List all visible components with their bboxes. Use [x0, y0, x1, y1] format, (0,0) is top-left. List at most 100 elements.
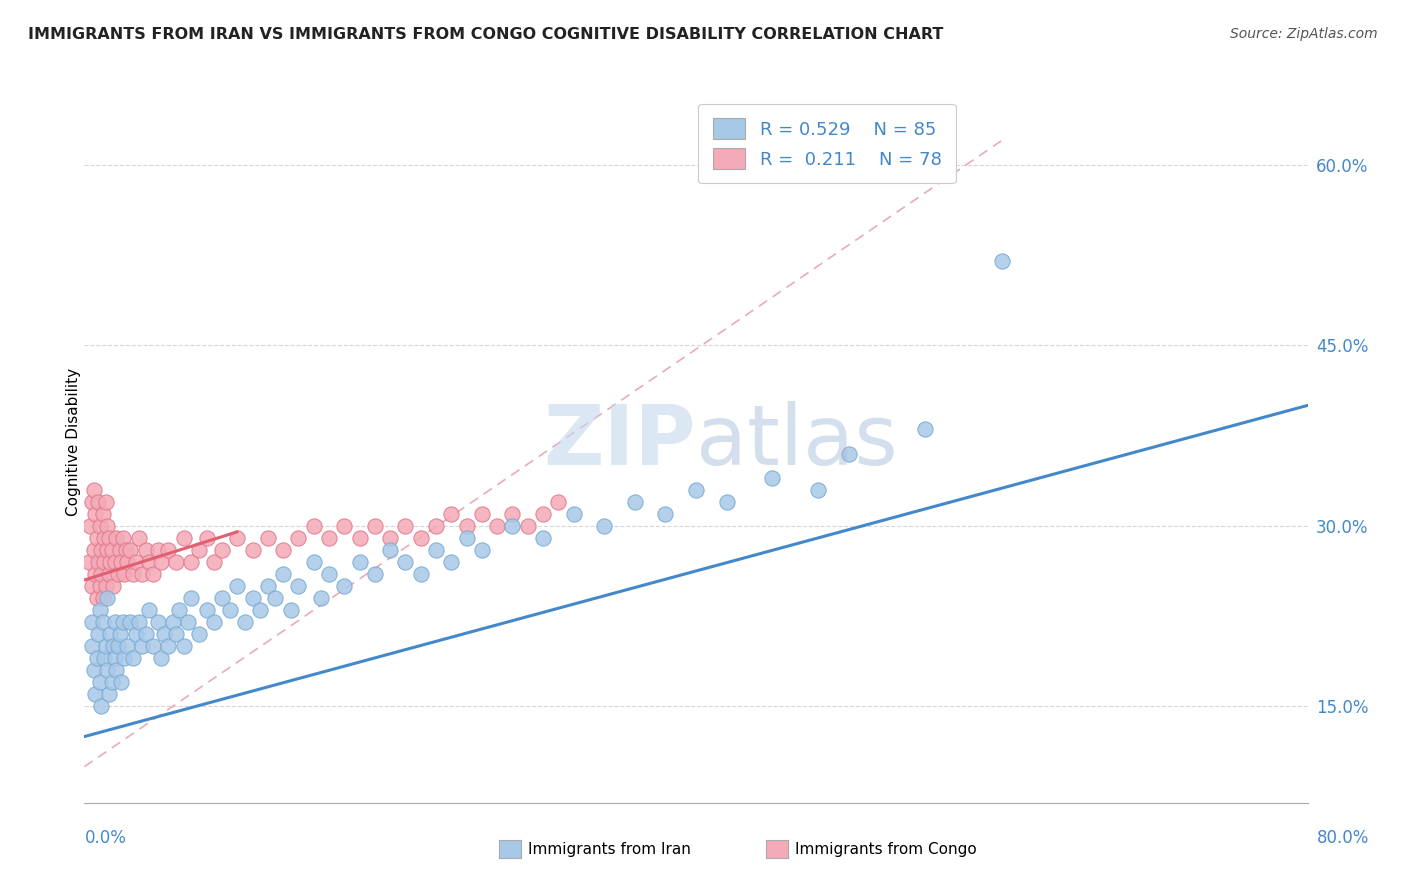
- Point: [302, 555, 325, 569]
- Point: [104, 615, 127, 630]
- Point: [108, 627, 131, 641]
- Point: [271, 542, 294, 557]
- Point: [531, 531, 554, 545]
- Point: [531, 507, 554, 521]
- Y-axis label: Cognitive Disability: Cognitive Disability: [66, 368, 80, 516]
- Point: [287, 531, 309, 545]
- Point: [456, 531, 478, 545]
- Point: [180, 591, 202, 606]
- Point: [97, 687, 120, 701]
- Point: [287, 579, 309, 593]
- Point: [471, 542, 494, 557]
- Point: [86, 651, 108, 665]
- Point: [142, 567, 165, 582]
- Point: [425, 542, 447, 557]
- Point: [79, 519, 101, 533]
- Point: [149, 555, 172, 569]
- Point: [122, 567, 145, 582]
- Point: [90, 542, 112, 557]
- Point: [409, 567, 432, 582]
- Point: [409, 531, 432, 545]
- Point: [364, 519, 387, 533]
- Point: [218, 603, 240, 617]
- Point: [96, 664, 118, 678]
- Point: [96, 591, 118, 606]
- Point: [264, 591, 287, 606]
- Point: [157, 542, 180, 557]
- Point: [97, 531, 120, 545]
- Point: [249, 603, 271, 617]
- Point: [188, 627, 211, 641]
- Point: [115, 555, 138, 569]
- Point: [91, 507, 114, 521]
- Point: [242, 542, 264, 557]
- Point: [131, 639, 153, 653]
- Point: [838, 447, 860, 461]
- Point: [91, 615, 114, 630]
- Point: [349, 531, 371, 545]
- Point: [654, 507, 676, 521]
- Point: [131, 567, 153, 582]
- Point: [685, 483, 707, 497]
- Point: [211, 542, 233, 557]
- Text: Immigrants from Iran: Immigrants from Iran: [527, 842, 690, 856]
- Point: [98, 555, 121, 569]
- Point: [110, 675, 132, 690]
- Point: [188, 542, 211, 557]
- Point: [87, 627, 110, 641]
- Point: [103, 639, 125, 653]
- Point: [101, 542, 124, 557]
- Point: [456, 519, 478, 533]
- Point: [146, 542, 169, 557]
- Point: [77, 555, 100, 569]
- Point: [89, 603, 111, 617]
- Point: [202, 555, 225, 569]
- Point: [138, 555, 160, 569]
- Point: [380, 542, 402, 557]
- Point: [991, 253, 1014, 268]
- Point: [425, 519, 447, 533]
- Point: [333, 579, 356, 593]
- Point: [80, 579, 103, 593]
- Point: [149, 651, 172, 665]
- Point: [440, 555, 463, 569]
- Point: [502, 507, 524, 521]
- Point: [94, 494, 117, 508]
- Point: [380, 531, 402, 545]
- Point: [311, 591, 333, 606]
- Point: [624, 494, 647, 508]
- Text: atlas: atlas: [696, 401, 897, 482]
- Text: ZIP: ZIP: [544, 401, 696, 482]
- Point: [111, 531, 134, 545]
- Text: 0.0%: 0.0%: [84, 829, 127, 847]
- Point: [80, 494, 103, 508]
- Point: [318, 531, 340, 545]
- Point: [107, 567, 129, 582]
- Point: [226, 579, 249, 593]
- Point: [138, 603, 160, 617]
- Point: [93, 555, 115, 569]
- Point: [89, 579, 111, 593]
- Point: [333, 519, 356, 533]
- Point: [104, 555, 127, 569]
- Point: [80, 639, 103, 653]
- Point: [104, 651, 127, 665]
- Point: [516, 519, 538, 533]
- Point: [93, 531, 115, 545]
- Point: [180, 555, 202, 569]
- Point: [807, 483, 830, 497]
- Point: [153, 627, 176, 641]
- Point: [105, 531, 128, 545]
- Point: [135, 542, 157, 557]
- Point: [84, 567, 107, 582]
- Point: [202, 615, 225, 630]
- Point: [157, 639, 180, 653]
- Point: [257, 531, 280, 545]
- Point: [86, 591, 108, 606]
- Point: [318, 567, 340, 582]
- Point: [111, 615, 134, 630]
- Point: [83, 483, 105, 497]
- Point: [83, 664, 105, 678]
- Point: [226, 531, 249, 545]
- Point: [87, 494, 110, 508]
